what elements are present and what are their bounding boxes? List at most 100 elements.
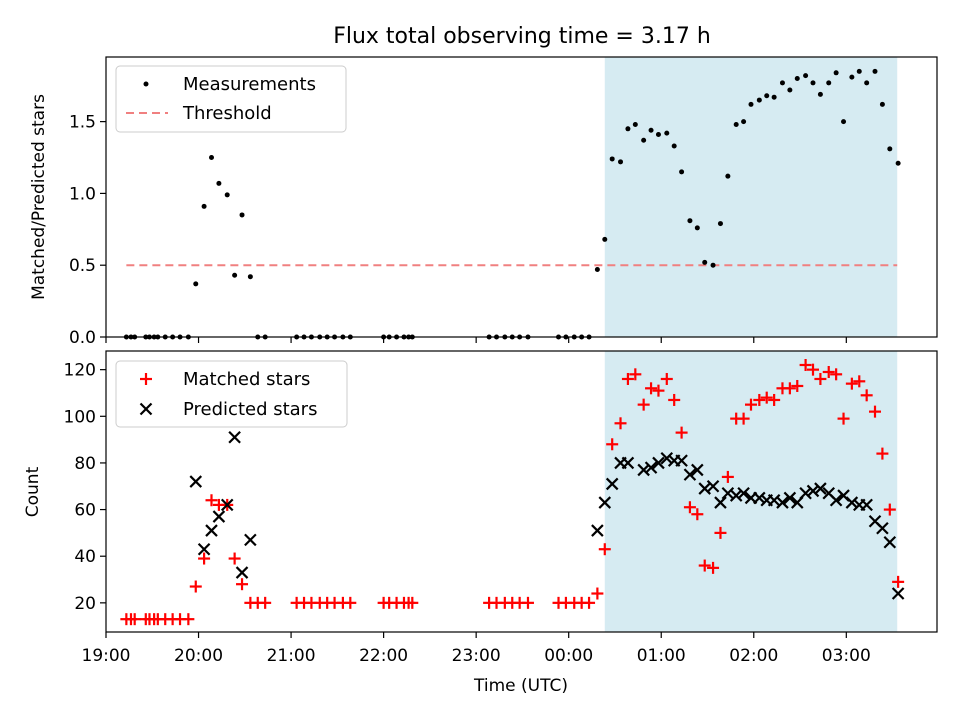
measurement-point bbox=[632, 121, 638, 127]
bottom-axes-frame bbox=[105, 350, 938, 633]
legend-plus-glyph bbox=[140, 373, 152, 385]
measurement-point bbox=[887, 146, 893, 152]
predicted-stars-point bbox=[691, 463, 704, 477]
matched-stars-point bbox=[883, 503, 896, 516]
matched-stars-point bbox=[868, 405, 881, 418]
predicted-stars-point bbox=[753, 491, 766, 505]
legend-matched-marker bbox=[140, 373, 152, 385]
matched-stars-point bbox=[652, 384, 665, 397]
predicted-stars-point bbox=[706, 479, 720, 493]
matched-stars-point bbox=[128, 613, 141, 626]
matched-stars-point bbox=[876, 447, 889, 460]
matched-stars-point bbox=[783, 382, 796, 395]
top-legend-box bbox=[115, 65, 347, 133]
matched-stars-point bbox=[860, 389, 873, 402]
matched-stars-point bbox=[837, 412, 850, 425]
matched-stars-point bbox=[660, 372, 673, 385]
measurement-point bbox=[841, 119, 847, 125]
predicted-stars-point bbox=[652, 456, 665, 470]
bottom-ytick-label: 80 bbox=[74, 454, 96, 474]
predicted-stars-point bbox=[621, 456, 635, 470]
measurement-point bbox=[193, 281, 199, 287]
measurement-point bbox=[764, 93, 770, 99]
measurement-point bbox=[879, 101, 885, 107]
measurement-point bbox=[702, 259, 708, 265]
bottom-xtick-label: 20:00 bbox=[174, 646, 223, 666]
bottom-xtick-label: 21:00 bbox=[267, 646, 316, 666]
matched-stars-point bbox=[806, 363, 819, 376]
top-ylabel: Matched/Predicted stars bbox=[29, 94, 49, 300]
top-legend: Measurements Threshold bbox=[115, 65, 347, 133]
predicted-stars-point bbox=[205, 524, 218, 537]
matched-stars-point bbox=[614, 417, 627, 430]
measurement-point bbox=[794, 76, 800, 82]
matched-stars-point bbox=[583, 596, 596, 609]
measurement-point bbox=[748, 101, 754, 107]
matched-stars-point bbox=[668, 393, 681, 406]
top-ytick-label: 1.5 bbox=[69, 113, 96, 133]
matched-stars-point bbox=[637, 398, 650, 411]
matched-stars-point bbox=[606, 438, 619, 451]
measurement-point bbox=[741, 119, 747, 125]
predicted-stars-point bbox=[891, 587, 905, 600]
bottom-xtick-label: 22:00 bbox=[359, 646, 408, 666]
predicted-stars-point bbox=[598, 496, 612, 509]
matched-stars-point bbox=[853, 375, 866, 388]
measurement-point bbox=[609, 156, 615, 162]
predicted-stars-point bbox=[806, 484, 820, 498]
predicted-stars-point bbox=[220, 498, 234, 512]
measurement-point bbox=[641, 137, 647, 143]
measurement-point bbox=[224, 192, 230, 198]
predicted-stars-point bbox=[212, 510, 226, 523]
measurement-point bbox=[725, 173, 731, 179]
legend-matched-label: Matched stars bbox=[183, 369, 310, 390]
predicted-stars-point bbox=[876, 521, 889, 535]
legend-predicted-marker bbox=[139, 402, 153, 416]
predicted-stars-point bbox=[189, 475, 203, 488]
measurement-point bbox=[679, 169, 685, 175]
matched-stars-point bbox=[198, 552, 211, 565]
predicted-stars-point bbox=[714, 496, 727, 509]
matched-stars-point bbox=[236, 578, 249, 591]
measurement-point bbox=[618, 159, 624, 165]
predicted-stars-point bbox=[729, 489, 743, 502]
matched-stars-point bbox=[228, 552, 241, 565]
predicted-stars-point bbox=[829, 493, 843, 507]
measurement-point bbox=[817, 91, 823, 97]
bottom-xtick-label: 23:00 bbox=[452, 646, 501, 666]
matched-stars-point bbox=[189, 580, 202, 593]
top-panel: 0.0 0.5 1.0 1.5 Matched/Predicted stars Mea… bbox=[29, 56, 938, 348]
matched-stars-point bbox=[344, 596, 357, 609]
measurement-point bbox=[247, 274, 253, 280]
predicted-stars-point bbox=[675, 454, 688, 467]
measurement-point bbox=[733, 121, 739, 127]
measurement-point bbox=[239, 212, 245, 218]
measurement-point bbox=[864, 80, 870, 86]
measurement-point bbox=[810, 80, 816, 86]
measurement-point bbox=[594, 267, 600, 273]
legend-x-glyph bbox=[139, 402, 153, 416]
measurement-point bbox=[201, 203, 207, 209]
bottom-xlabel: Time (UTC) bbox=[473, 676, 568, 696]
measurement-point bbox=[710, 262, 716, 268]
predicted-stars-point bbox=[605, 477, 619, 491]
matched-stars-point bbox=[629, 368, 642, 381]
measurement-point bbox=[833, 70, 839, 76]
predicted-stars-point bbox=[814, 482, 827, 495]
predicted-stars-point bbox=[860, 498, 873, 512]
top-ytick-label: 1.0 bbox=[69, 184, 96, 204]
matched-stars-point bbox=[791, 379, 804, 392]
top-ytick-label: 0.5 bbox=[69, 256, 96, 276]
predicted-stars-point bbox=[644, 461, 658, 474]
legend-threshold-label: Threshold bbox=[182, 103, 272, 124]
measurement-point bbox=[208, 155, 214, 161]
bottom-ytick-label: 100 bbox=[64, 407, 96, 427]
measurement-point bbox=[664, 130, 670, 136]
measurement-point bbox=[895, 160, 901, 166]
top-data-marks bbox=[123, 68, 901, 340]
legend-measurements-label: Measurements bbox=[183, 74, 316, 95]
measurement-point bbox=[655, 132, 661, 138]
matched-stars-point bbox=[621, 372, 634, 385]
bottom-ytick-label: 120 bbox=[64, 361, 96, 381]
